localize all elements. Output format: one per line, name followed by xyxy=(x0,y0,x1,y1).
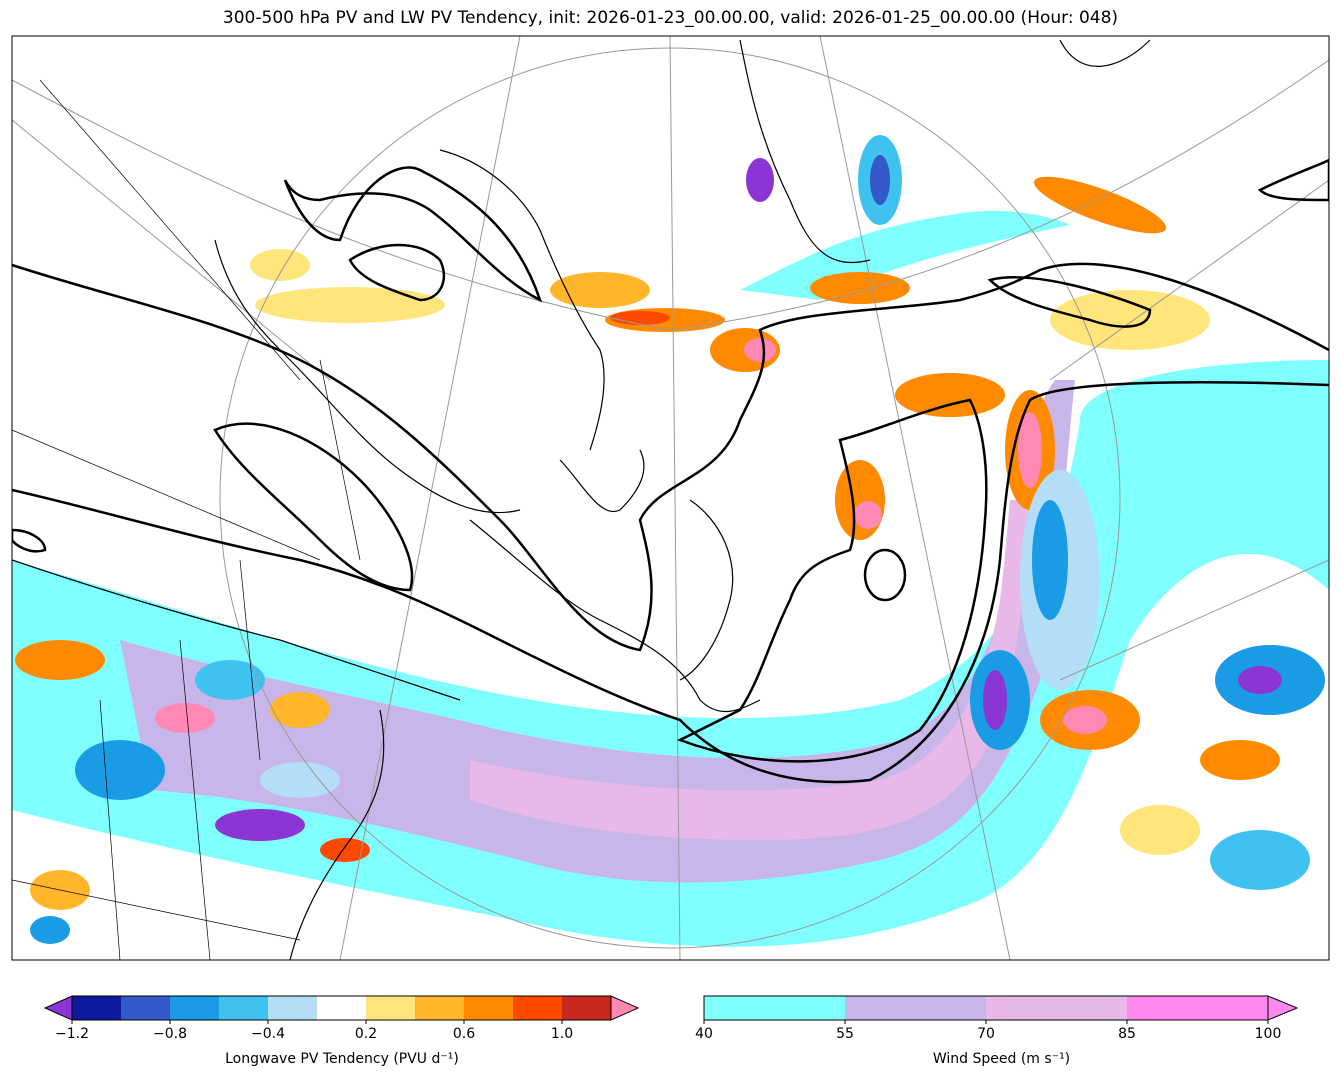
state-borders xyxy=(12,79,361,960)
pv-colorbar-segment xyxy=(121,996,171,1020)
pv-pos-patch xyxy=(155,703,215,733)
pv-neg-patch xyxy=(195,660,265,700)
wind-colorbar-segment xyxy=(986,996,1128,1020)
pv-tendency-colorbar xyxy=(43,995,640,1024)
pv-colorbar-tick-label: 0.2 xyxy=(354,1026,378,1042)
pv-pos-patch xyxy=(1033,176,1167,234)
pv-neg-patch xyxy=(30,916,70,944)
pv-pos-patch xyxy=(270,692,330,728)
pv-colorbar-tick-label: −1.2 xyxy=(55,1026,89,1042)
pv-neg-patch xyxy=(1032,500,1068,620)
pv-neg-patch xyxy=(260,762,340,798)
wind-colorbar-tick-label: 100 xyxy=(1254,1026,1282,1042)
wind-colorbar-label: Wind Speed (m s⁻¹) xyxy=(932,1051,1071,1067)
pv-colorbar-segment xyxy=(268,996,318,1020)
pv-neg-patch xyxy=(870,155,890,205)
pv-neg-patch xyxy=(746,158,774,202)
pv-colorbar-tick-label: 1.0 xyxy=(550,1026,574,1042)
pv-colorbar-frame xyxy=(71,995,612,1021)
pv-colorbar-segment xyxy=(170,996,220,1020)
pv-colorbar-label: Longwave PV Tendency (PVU d⁻¹) xyxy=(225,1051,459,1067)
pv-neg-patch xyxy=(75,740,165,800)
pv-colorbar-segment xyxy=(366,996,416,1020)
pv-pos-patch xyxy=(835,460,885,540)
pv-colorbar-tick-label: −0.4 xyxy=(251,1026,285,1042)
pv-pos-patch xyxy=(1200,740,1280,780)
wind-colorbar-segment xyxy=(704,996,846,1020)
pv-colorbar-segment xyxy=(415,996,465,1020)
pv-pos-patch xyxy=(1018,412,1042,488)
figure-title: 300-500 hPa PV and LW PV Tendency, init:… xyxy=(222,8,1119,28)
pv-pos-patch xyxy=(810,272,910,304)
pv-pos-patch xyxy=(854,501,882,529)
wind-55-band xyxy=(120,380,1075,883)
pv-colorbar-segment xyxy=(317,996,367,1020)
pv-neg-patch xyxy=(215,809,305,841)
wind-colorbar-segment xyxy=(1127,996,1269,1020)
wind-colorbar-tick-label: 70 xyxy=(977,1026,995,1042)
pv-contour-2pvu xyxy=(12,158,1329,784)
pv-pos-patch xyxy=(1063,706,1107,734)
pv-pos-patch xyxy=(610,311,670,325)
pv-pos-patch xyxy=(1120,805,1200,855)
map-panel[interactable] xyxy=(12,36,1329,960)
pv-neg-patch xyxy=(983,670,1007,730)
pv-pos-patch xyxy=(15,640,105,680)
wind-70-band xyxy=(470,500,1030,840)
wind-colorbar-extend-max xyxy=(1267,995,1299,1021)
wind-colorbar-segment xyxy=(845,996,987,1020)
pv-pos-patch xyxy=(895,373,1005,417)
pv-pos-patch xyxy=(250,249,310,281)
graticule xyxy=(12,36,1329,960)
wind-colorbar-tick-label: 40 xyxy=(695,1026,713,1042)
pv-neg-patch xyxy=(1238,666,1282,694)
pv-pos-patch xyxy=(550,272,650,308)
pv-neg-patch xyxy=(1210,830,1310,890)
wind-speed-colorbar xyxy=(703,995,1299,1024)
pv-colorbar-segment xyxy=(513,996,563,1020)
pv-pos-patch xyxy=(1050,290,1210,350)
wind-colorbar-tick-label: 85 xyxy=(1118,1026,1136,1042)
pv-colorbar-extend-max xyxy=(610,995,640,1021)
pv-colorbar-segment xyxy=(219,996,269,1020)
pv-pos-patch xyxy=(744,338,776,362)
pv-colorbar-segment xyxy=(464,996,514,1020)
coastlines xyxy=(12,39,1151,960)
pv-pos-patch xyxy=(320,838,370,862)
pv-colorbar-segment xyxy=(562,996,612,1020)
pv-colorbar-segment xyxy=(72,996,122,1020)
pv-colorbar-extend-min xyxy=(43,995,73,1021)
map-frame xyxy=(11,35,1330,961)
pv-tendency-shading xyxy=(15,135,1325,944)
pv-pos-patch xyxy=(255,287,445,323)
pv-colorbar-tick-label: 0.6 xyxy=(452,1026,476,1042)
wind-colorbar-tick-label: 55 xyxy=(836,1026,854,1042)
pv-colorbar-tick-label: −0.8 xyxy=(153,1026,187,1042)
